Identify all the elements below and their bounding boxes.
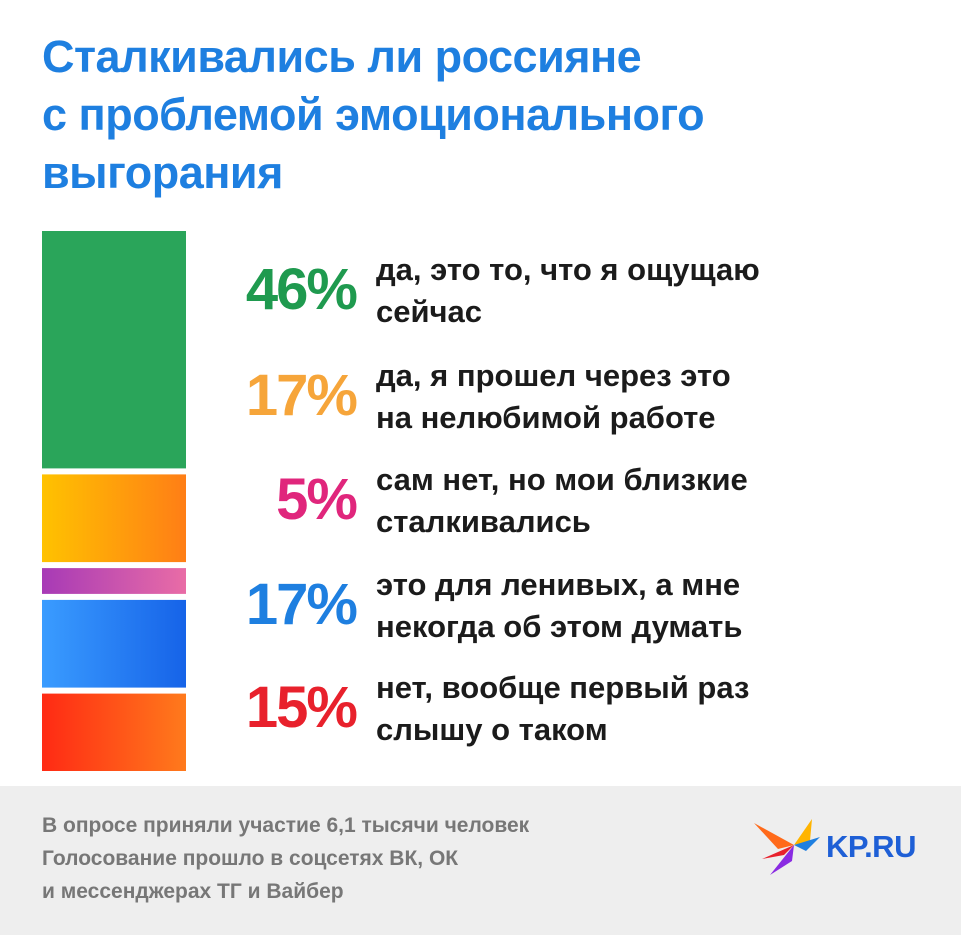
value-label: 46% xyxy=(246,257,358,322)
kp-bird-logo-icon xyxy=(754,819,820,875)
legend-labels: 46% да, это то, что я ощущаю сейчас 17% да, … xyxy=(246,252,760,747)
logo-text: KP.RU xyxy=(826,829,916,864)
bar-segment xyxy=(42,474,186,563)
value-label: 5% xyxy=(276,467,357,532)
bar-segment xyxy=(42,693,186,771)
footer-line: Голосование прошло в соцсетях ВК, ОК xyxy=(42,847,459,870)
title-line: выгорания xyxy=(42,147,283,198)
footer xyxy=(0,786,961,935)
stacked-bar-chart: 46% да, это то, что я ощущаю сейчас 17% да, … xyxy=(42,231,760,771)
value-label: 15% xyxy=(246,675,358,740)
category-label: сталкивались xyxy=(376,504,591,539)
category-label: сейчас xyxy=(376,294,482,329)
footer-line: и мессенджерах ТГ и Вайбер xyxy=(42,880,344,903)
bar-stack xyxy=(42,231,186,771)
footer-note: В опросе приняли участие 6,1 тысячи чело… xyxy=(42,809,702,908)
category-label: да, я прошел через это xyxy=(376,358,731,393)
category-label: да, это то, что я ощущаю xyxy=(376,252,760,287)
category-label: сам нет, но мои близкие xyxy=(376,462,748,497)
title-line: Сталкивались ли россияне xyxy=(42,31,642,82)
chart-title: Сталкивались ли россияне с проблемой эмо… xyxy=(42,28,922,202)
category-label: некогда об этом думать xyxy=(376,609,742,644)
bar-segment xyxy=(42,568,186,594)
title-line: с проблемой эмоционального xyxy=(42,89,705,140)
bar-segment xyxy=(42,231,186,469)
value-label: 17% xyxy=(246,363,358,428)
category-label: слышу о таком xyxy=(376,712,608,747)
bar-segment xyxy=(42,599,186,688)
value-label: 17% xyxy=(246,572,358,637)
footer-line: В опросе приняли участие 6,1 тысячи чело… xyxy=(42,814,530,837)
category-label: это для ленивых, а мне xyxy=(376,567,740,602)
category-label: на нелюбимой работе xyxy=(376,400,716,435)
category-label: нет, вообще первый раз xyxy=(376,670,749,705)
